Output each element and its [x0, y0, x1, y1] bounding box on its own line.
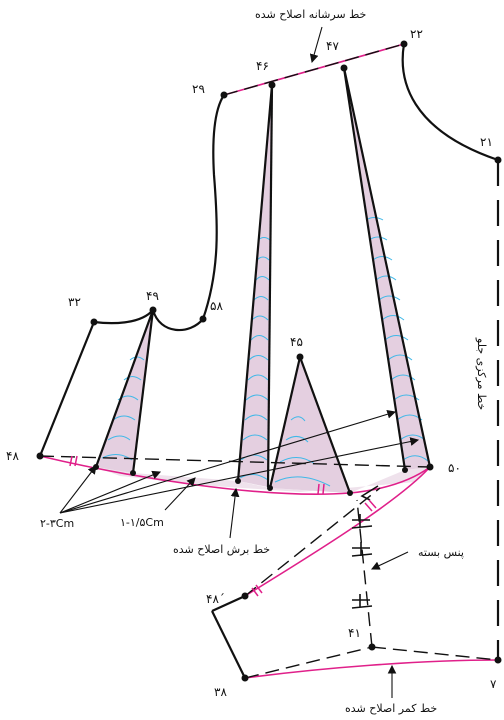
point-21	[494, 156, 502, 164]
label-38: ۳۸	[214, 685, 227, 699]
annotation-labels: خط سرشانه اصلاح شده ۲-۳Cm ۱-۱/۵Cm خط برش…	[40, 8, 488, 715]
corrected-cut-lower	[244, 466, 431, 597]
dart-46-left	[236, 84, 274, 482]
point-58	[199, 315, 207, 323]
point-46-base-r	[267, 485, 273, 491]
point-7	[494, 656, 502, 664]
dart-47-right	[342, 67, 432, 468]
dart-fills	[96, 68, 430, 493]
label-29: ۲۹	[192, 82, 205, 96]
waist-line-label: خط کمر اصلاح شده	[345, 702, 437, 715]
armhole-back	[93, 309, 154, 325]
corrected-waist	[244, 659, 499, 679]
shoulder-line-label: خط سرشانه اصلاح شده	[255, 8, 366, 21]
dart-45-fill	[270, 357, 350, 493]
label-21: ۲۱	[480, 135, 493, 149]
lower-side	[211, 610, 246, 679]
center-front-label: خط مرکزی جلو	[475, 337, 488, 410]
label-45: ۴۵	[290, 335, 303, 349]
cut-offset-label: ۱-۱/۵Cm	[120, 516, 164, 529]
label-48: ۴۸	[6, 449, 19, 463]
key-points	[36, 40, 502, 682]
armhole-curve	[151, 94, 225, 332]
cut-line-label: خط برش اصلاح شده	[173, 543, 270, 556]
label-46: ۴۶	[256, 59, 269, 73]
point-45	[296, 353, 304, 361]
point-47-base-l	[402, 467, 408, 473]
label-50: ۵۰	[448, 461, 461, 475]
point-29	[220, 91, 228, 99]
dashed-lines	[39, 43, 499, 679]
point-labels: ۲۲ ۴۷ ۴۶ ۲۹ ۲۱ ۳۲ ۴۹ ۵۸ ۴۵ ۴۸ ۵۰ ۴۸´ ۴۱ …	[6, 27, 497, 699]
point-32	[90, 318, 98, 326]
cut-line-arrow	[229, 487, 240, 539]
label-47: ۴۷	[326, 39, 339, 53]
dart-width-arrow-1	[59, 465, 97, 514]
closed-dart-arrow	[371, 551, 409, 570]
point-49	[149, 306, 157, 314]
dart-45-right	[298, 356, 352, 494]
dart-contours	[101, 217, 429, 487]
point-49-base-l	[93, 464, 99, 470]
point-41	[368, 643, 376, 651]
label-7: ۷	[490, 677, 497, 691]
label-41: ۴۱	[348, 626, 361, 640]
point-46	[268, 81, 276, 89]
dart-49-right	[131, 309, 155, 474]
dart-width-arrow-2	[59, 470, 162, 514]
dart-49-left	[94, 309, 155, 468]
point-48p	[241, 592, 249, 600]
closed-dart-marks	[351, 485, 379, 609]
point-50	[426, 463, 434, 471]
dart-47-left	[342, 67, 407, 471]
dart-46-right	[266, 84, 274, 488]
dart-45-left	[268, 356, 302, 489]
point-48	[36, 452, 44, 460]
corrected-cut-line	[39, 455, 431, 496]
dart-width-arrow-3	[59, 410, 397, 514]
label-58: ۵۸	[210, 299, 223, 313]
annotation-arrows	[59, 26, 420, 698]
side-seam	[38, 321, 96, 457]
label-49: ۴۹	[146, 289, 159, 303]
offset-arrow	[164, 477, 196, 511]
dart-width-label: ۲-۳Cm	[40, 517, 74, 530]
lower-left	[211, 594, 246, 613]
shoulder-arrow	[309, 26, 323, 64]
closed-dart-label: پنس بسته	[418, 546, 464, 559]
neckline	[401, 43, 499, 162]
point-22	[400, 40, 408, 48]
point-49-base-r	[130, 470, 136, 476]
point-47	[340, 64, 348, 72]
hash-marks	[69, 455, 377, 597]
pattern-outline	[38, 43, 499, 679]
dart-width-arrow-4	[59, 437, 420, 514]
label-22: ۲۲	[410, 27, 423, 41]
point-38	[241, 674, 249, 682]
point-46-base-l	[235, 478, 241, 484]
point-45-base-r	[347, 490, 353, 496]
label-32: ۳۲	[68, 295, 81, 309]
label-48p: ۴۸´	[206, 592, 225, 606]
